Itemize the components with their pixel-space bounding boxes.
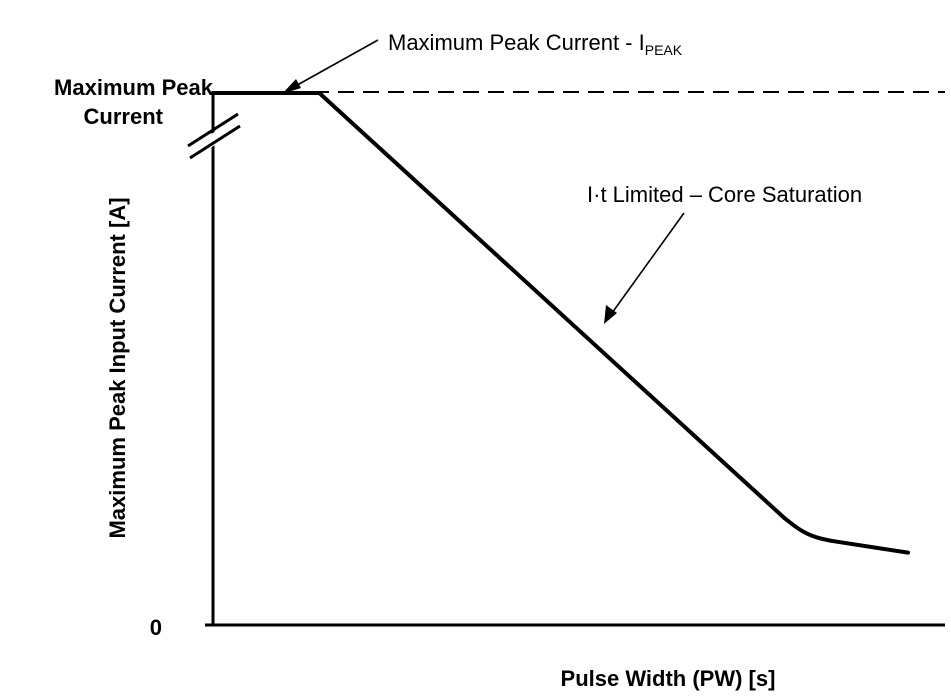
y-zero-label: 0 (150, 615, 162, 640)
annotation-it-arrowhead (604, 305, 617, 324)
series-line (211, 91, 910, 555)
x-axis-title: Pulse Width (PW) [s] (561, 666, 776, 691)
y-top-label-line1: Maximum Peak (54, 75, 214, 100)
annotation-it-label: I·t Limited – Core Saturation (587, 182, 862, 207)
annotation-ipeak-label: Maximum Peak Current - IPEAK (388, 30, 683, 58)
annotation-ipeak-arrow (291, 39, 379, 89)
y-top-label-line2: Current (84, 104, 164, 129)
annotation-it-arrow (611, 212, 685, 314)
annotation-ipeak-arrowhead (282, 79, 301, 94)
axis-break-symbol (187, 112, 241, 160)
y-axis-title: Maximum Peak Input Current [A] (105, 197, 130, 538)
